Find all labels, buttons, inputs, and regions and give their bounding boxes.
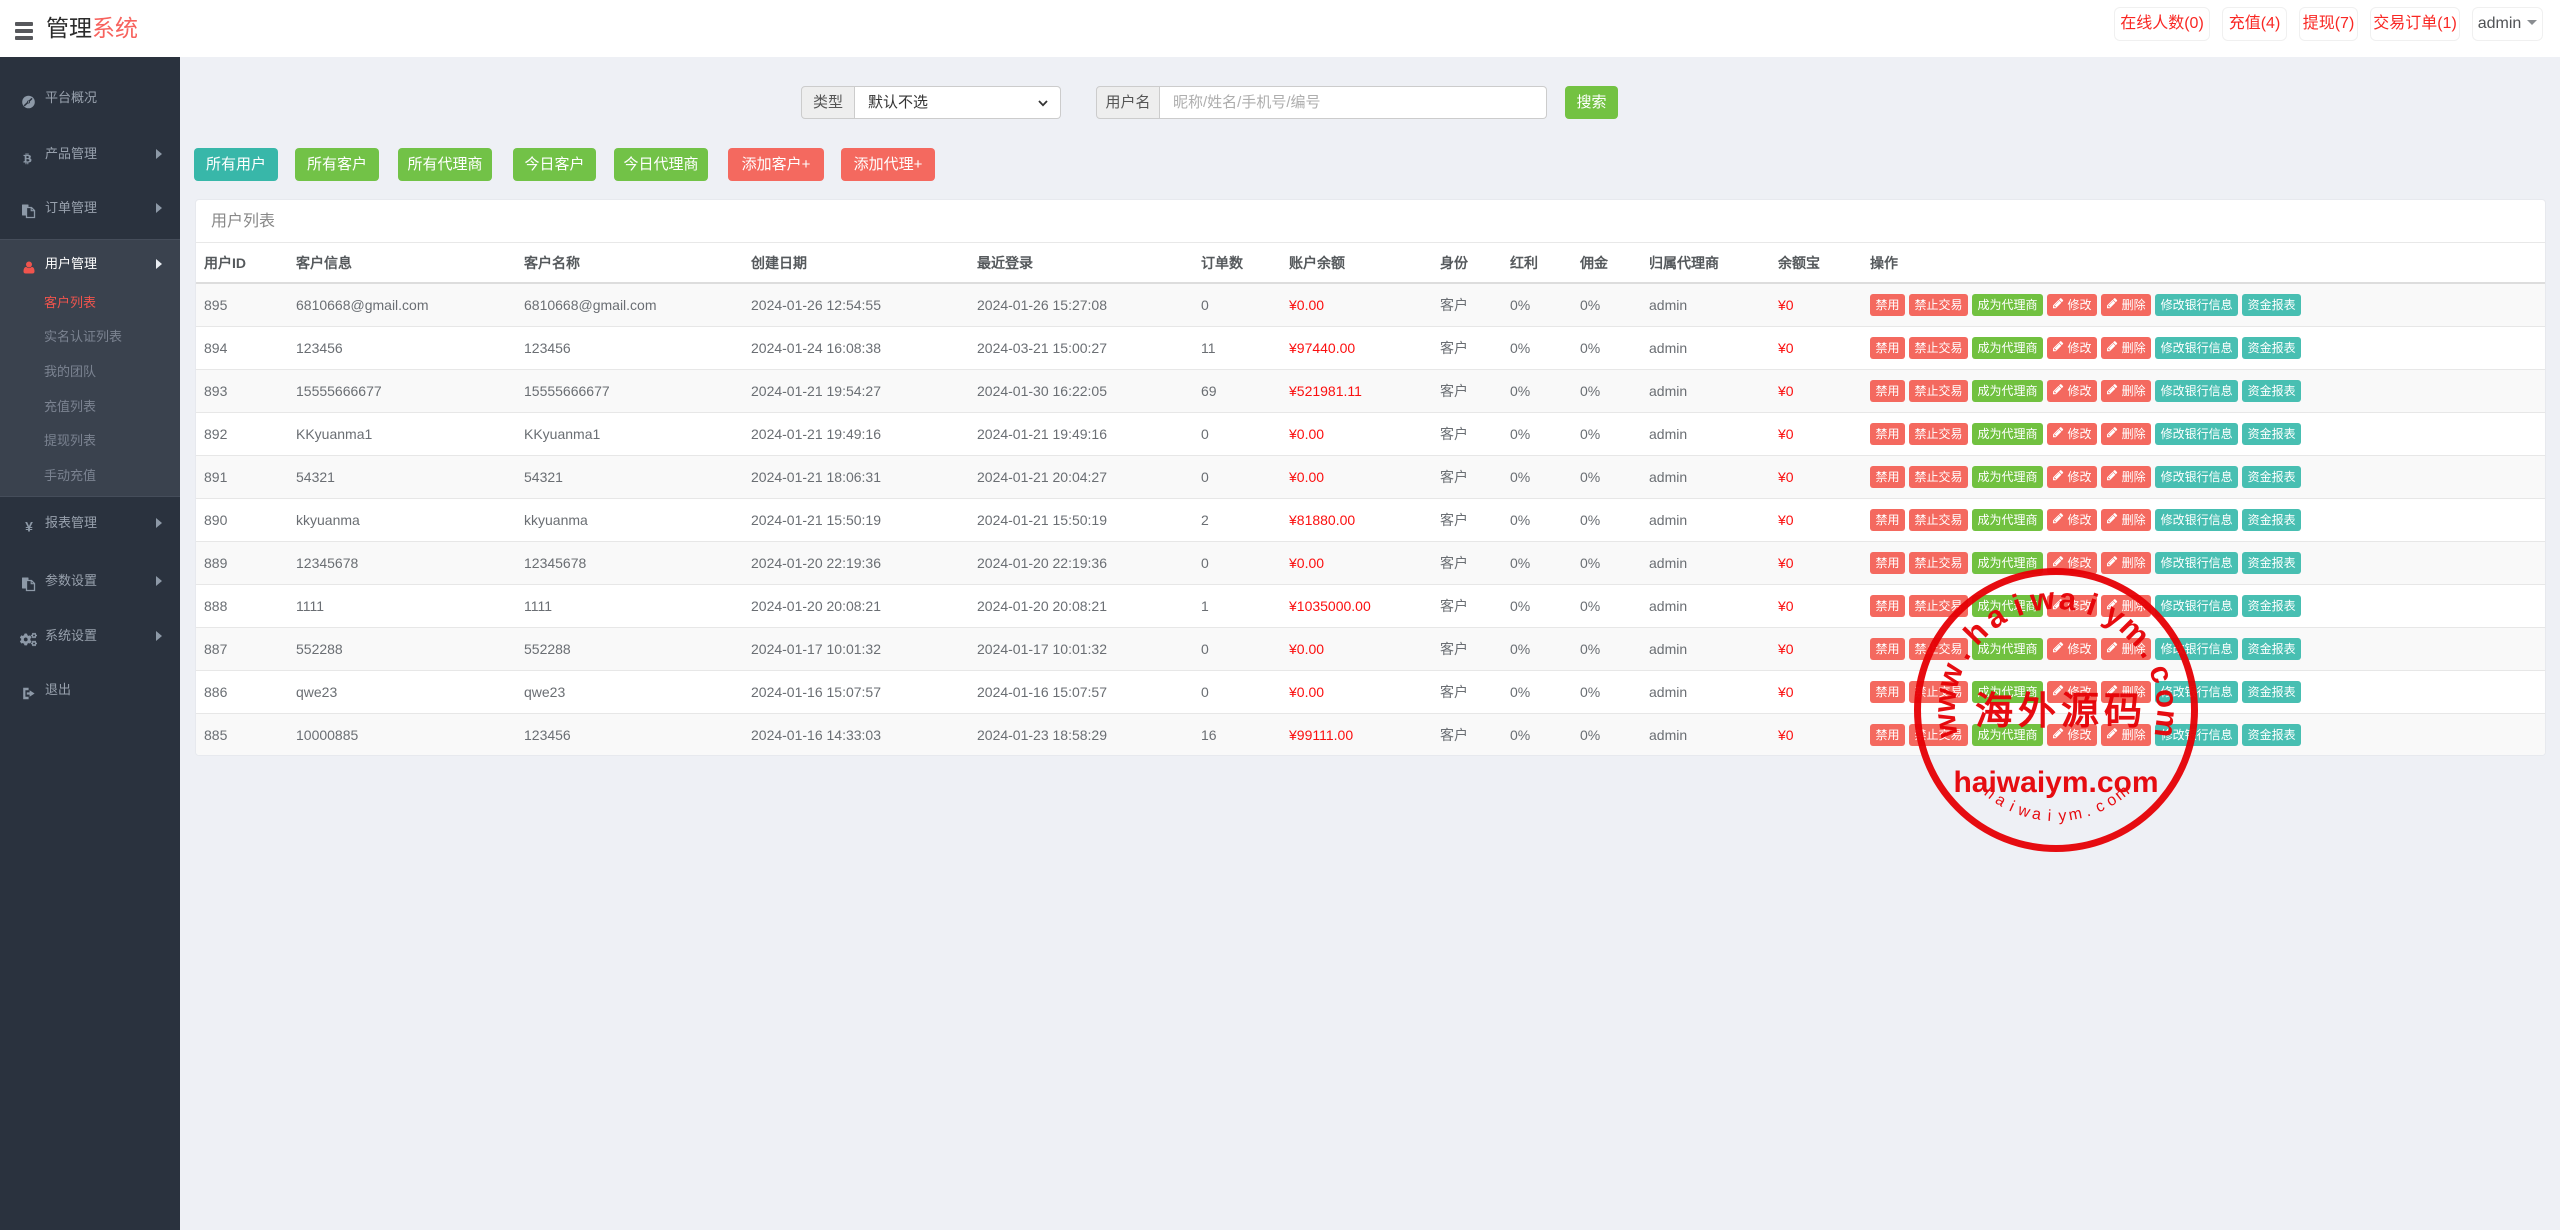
svg-text:w: w: [2027, 580, 2057, 618]
svg-text:i: i: [2047, 808, 2052, 825]
svg-text:m: m: [2067, 805, 2083, 824]
svg-text:w: w: [1926, 710, 1964, 741]
svg-text:i: i: [2008, 587, 2028, 623]
svg-text:.: .: [2083, 803, 2092, 821]
svg-text:o: o: [2148, 687, 2185, 709]
svg-text:haiwaiym.com: haiwaiym.com: [1953, 766, 2158, 799]
svg-text:y: y: [2058, 808, 2067, 825]
svg-text:i: i: [2007, 798, 2017, 815]
svg-text:w: w: [2015, 801, 2033, 821]
svg-text:海外源码: 海外源码: [1975, 691, 2147, 733]
svg-text:a: a: [2057, 581, 2079, 618]
svg-text:¥: ¥: [25, 519, 33, 534]
svg-text:c: c: [2142, 660, 2181, 688]
svg-text:i: i: [2083, 587, 2103, 623]
svg-text:w: w: [1926, 686, 1963, 715]
svg-text:m: m: [2148, 708, 2186, 740]
svg-text:a: a: [2031, 806, 2043, 824]
